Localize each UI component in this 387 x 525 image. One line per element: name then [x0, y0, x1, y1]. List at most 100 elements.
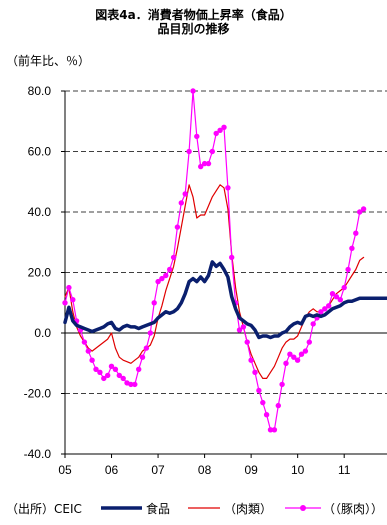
chart-title-line1: 図表4a．消費者物価上昇率（食品）	[95, 8, 292, 22]
series-2-point-6	[85, 348, 92, 354]
series-2-point-31	[182, 191, 188, 197]
y-tick-label-4: 0.0	[34, 326, 51, 340]
series-2-point-45	[236, 327, 243, 333]
series-2-point-19	[136, 366, 142, 372]
series-2-point-77	[360, 206, 367, 212]
legend: （出所）CEIC 食品 （肉類） （（豚肉））	[0, 497, 387, 519]
legend-swatch-food	[101, 506, 142, 510]
series-2-point-13	[112, 366, 119, 372]
series-2-point-8	[93, 366, 99, 372]
y-tick-label-5: -20.0	[24, 387, 52, 401]
y-tick-label-1: 60.0	[28, 145, 52, 159]
x-tick-label-4: 09	[244, 463, 258, 477]
series-2-point-43	[229, 254, 235, 261]
series-2-point-36	[201, 160, 208, 167]
legend-swatch-pork	[285, 505, 321, 511]
y-tick-label-6: -40.0	[24, 447, 52, 461]
series-2-point-47	[244, 339, 250, 345]
series-2-point-67	[322, 306, 328, 312]
series-2-point-5	[81, 339, 88, 345]
series-2-point-14	[116, 372, 123, 379]
x-tick-label-0: 05	[58, 463, 72, 477]
series-2-point-75	[353, 230, 359, 236]
series-2-point-52	[263, 412, 270, 418]
series-2-point-53	[267, 427, 274, 433]
series-2-point-34	[194, 133, 200, 140]
series-2-point-56	[279, 381, 285, 388]
chart-plot: 80.0 60.0 40.0 20.0 0.0 -20.0 -40.0 05 06 07 08 09 1…	[24, 84, 387, 477]
series-2-point-22	[147, 330, 153, 336]
series-2-point-39	[213, 130, 219, 137]
series-2-point-76	[357, 209, 363, 215]
series-2-point-40	[217, 127, 223, 133]
series-2-point-68	[326, 303, 332, 309]
series-2-point-11	[105, 372, 111, 379]
series-2-point-60	[294, 357, 301, 363]
legend-swatch-meat	[188, 507, 220, 509]
series-2-point-54	[271, 427, 278, 433]
x-tick-label-6: 11	[338, 463, 351, 477]
series-2-point-0	[62, 300, 68, 306]
series-2-point-55	[275, 402, 281, 409]
series-2-point-66	[318, 309, 324, 315]
y-tick-label-3: 20.0	[28, 266, 52, 280]
series-2-point-9	[97, 369, 103, 375]
series-2-point-12	[108, 363, 115, 369]
series-2-point-24	[155, 278, 161, 285]
series-2-point-20	[139, 354, 146, 360]
series-2-point-18	[132, 381, 138, 388]
y-tick-label-2: 40.0	[28, 205, 52, 219]
series-2-point-48	[248, 357, 254, 363]
series-2-point-59	[291, 354, 297, 360]
series-2-point-64	[310, 321, 316, 327]
chart-title-line2: 品目別の推移	[157, 22, 230, 36]
series-2-point-10	[101, 375, 107, 382]
legend-label-meat: （肉類）	[224, 502, 273, 516]
x-tick-label-5: 10	[291, 463, 305, 477]
series-2-point-27	[167, 266, 173, 273]
series-2-point-29	[174, 224, 181, 230]
series-2-point-41	[221, 124, 227, 130]
series-2-point-38	[209, 148, 215, 155]
x-tick-label-2: 07	[151, 463, 165, 477]
series-2-point-71	[337, 297, 343, 303]
x-tick-label-1: 06	[105, 463, 119, 477]
series-2-point-32	[186, 148, 192, 155]
series-2-point-1	[66, 284, 72, 291]
x-tick-label-3: 08	[198, 463, 212, 477]
legend-label-food: 食品	[146, 502, 171, 516]
series-2-point-57	[283, 360, 289, 366]
series-2-point-25	[159, 275, 165, 282]
series-2-point-23	[151, 300, 157, 306]
series-line-0	[63, 260, 387, 340]
y-tick-label-0: 80.0	[28, 84, 52, 98]
series-2-point-51	[260, 399, 266, 406]
series-2-point-42	[225, 185, 231, 191]
series-2-point-35	[198, 163, 204, 170]
source-label: （出所）CEIC	[6, 502, 82, 516]
series-line-2	[64, 90, 365, 431]
series-2-point-30	[178, 200, 184, 206]
series-2-point-72	[341, 284, 347, 291]
series-2-point-33	[190, 88, 196, 94]
series-2-point-73	[345, 266, 351, 273]
series-2-point-58	[287, 351, 293, 357]
series-2-point-26	[163, 272, 169, 279]
series-2-point-62	[302, 348, 309, 354]
series-2-point-69	[329, 291, 336, 297]
series-2-point-15	[120, 375, 126, 382]
series-2-point-63	[306, 339, 312, 345]
series-line-1	[64, 184, 365, 379]
legend-label-pork: （（豚肉））	[323, 502, 384, 516]
series-2-point-2	[70, 297, 76, 303]
series-2-point-61	[298, 351, 305, 357]
series-2-point-7	[89, 357, 95, 363]
series-2-point-46	[240, 324, 247, 330]
series-2-point-49	[252, 369, 258, 375]
series-2-point-21	[143, 345, 150, 351]
series-2-point-28	[170, 254, 177, 261]
series-2-point-50	[256, 387, 262, 394]
series-2-point-37	[205, 160, 212, 167]
series-2-point-70	[333, 294, 340, 300]
series-2-point-74	[349, 245, 355, 251]
